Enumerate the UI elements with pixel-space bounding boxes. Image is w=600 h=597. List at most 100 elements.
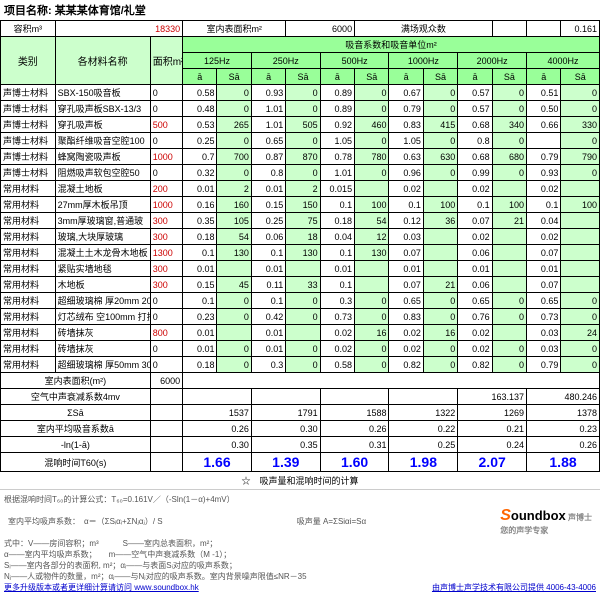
cell-val: 54 (355, 213, 389, 229)
cell-val: 0.04 (527, 213, 561, 229)
cell-mat: 灯芯绒布 空100mm 打折 (55, 309, 150, 325)
cell-val: 0.18 (183, 357, 217, 373)
cell-val: 160 (217, 197, 251, 213)
cell-cat: 声博士材料 (1, 117, 56, 133)
material-row: 常用材料3mm厚玻璃窗,普通玻3000.351050.25750.18540.1… (1, 213, 600, 229)
cell-val: 0.66 (527, 117, 561, 133)
cell-val: 780 (355, 149, 389, 165)
cell-val (355, 181, 389, 197)
cell-val: 0.07 (527, 277, 561, 293)
hdr-a: ā (527, 69, 561, 85)
cell-mat: 混凝土地板 (55, 181, 150, 197)
sum-area-label: 室内表面积(m²) (1, 373, 151, 389)
cell-val: 0 (561, 85, 600, 101)
cell-area: 0 (150, 101, 182, 117)
cell-cat: 常用材料 (1, 309, 56, 325)
cell-val: 700 (217, 149, 251, 165)
cell-cat: 常用材料 (1, 213, 56, 229)
footer-link2[interactable]: 由声博士声学技术有限公司提供 4006-43-4006 (432, 582, 596, 593)
cell-val: 0.8 (251, 165, 285, 181)
cell-val: 0 (286, 309, 320, 325)
cell-val: 0.01 (183, 261, 217, 277)
hdr-freq: 2000Hz (458, 53, 527, 69)
cell-val: 0.78 (320, 149, 354, 165)
cell-val: 21 (423, 277, 457, 293)
sum-cell: 0.23 (527, 421, 600, 437)
hdr-sa: Sā (423, 69, 457, 85)
cell-val: 0.93 (251, 85, 285, 101)
cell-val: 2 (217, 181, 251, 197)
cell-val: 0.03 (389, 229, 423, 245)
cell-val (423, 181, 457, 197)
cell-val: 0 (286, 293, 320, 309)
cell-area: 300 (150, 213, 182, 229)
cell-val: 0.01 (183, 325, 217, 341)
cell-val: 0.1 (320, 277, 354, 293)
cell-val: 0 (355, 357, 389, 373)
sum-cell (251, 389, 320, 405)
hdr-sa: Sā (355, 69, 389, 85)
cell-mat: 木地板 (55, 277, 150, 293)
cell-area: 0 (150, 341, 182, 357)
cell-val: 0.01 (320, 261, 354, 277)
cell-val (492, 229, 526, 245)
cell-val: 0.67 (389, 85, 423, 101)
cell-val: 0.01 (183, 181, 217, 197)
cell-val: 0.06 (251, 229, 285, 245)
sum-cell: 0.26 (527, 437, 600, 453)
material-row: 常用材料混凝土地板2000.0120.0120.0150.020.020.02 (1, 181, 600, 197)
const-value: 0.161 (561, 21, 600, 37)
cell-val: 0.04 (320, 229, 354, 245)
sum-cell: 0.22 (389, 421, 458, 437)
cell-val: 0 (423, 293, 457, 309)
cell-val: 1.05 (320, 133, 354, 149)
cell-val: 0 (355, 293, 389, 309)
cell-val: 0 (492, 101, 526, 117)
cell-val: 0 (561, 357, 600, 373)
hdr-a: ā (320, 69, 354, 85)
cell-val: 54 (217, 229, 251, 245)
cell-area: 300 (150, 261, 182, 277)
cell-val: 24 (561, 325, 600, 341)
cell-val: 0.02 (458, 341, 492, 357)
cell-val: 0.02 (458, 229, 492, 245)
sum-cell: 1537 (183, 405, 252, 421)
cell-area: 1000 (150, 149, 182, 165)
cell-val: 0.68 (458, 117, 492, 133)
cell-val (355, 261, 389, 277)
cell-val: 0.07 (389, 277, 423, 293)
cell-val: 0.3 (320, 293, 354, 309)
cell-val: 0.35 (183, 213, 217, 229)
cell-val: 0 (286, 357, 320, 373)
f6: Nⱼ——人或物件的数量，m²；αⱼ——与Nⱼ对应的吸声系数。室内背景噪声限值≤N… (4, 571, 596, 582)
cell-val: 0 (492, 165, 526, 181)
material-row: 常用材料紧贴实墙地毯3000.010.010.010.010.010.01 (1, 261, 600, 277)
cell-val: 0.63 (389, 149, 423, 165)
cell-val: 0.79 (527, 357, 561, 373)
hdr-sa: Sā (286, 69, 320, 85)
cell-area: 300 (150, 277, 182, 293)
cell-val: 0.01 (389, 261, 423, 277)
cell-val: 0.73 (527, 309, 561, 325)
cell-val: 1.01 (320, 165, 354, 181)
cell-val: 460 (355, 117, 389, 133)
cell-area: 0 (150, 133, 182, 149)
cell-val: 0.1 (527, 197, 561, 213)
cell-val: 0.76 (458, 309, 492, 325)
footer-link1[interactable]: 更多升级版本或者更详细计算请访问 www.soundbox.hk (4, 582, 199, 593)
cell-mat: 穿孔吸声板SBX-13/3 (55, 101, 150, 117)
sum-cell: 0.26 (320, 421, 389, 437)
cell-val: 0 (355, 309, 389, 325)
f1: 根据混响时间T₆₀的计算公式：T₆₀=0.161V／（-Sln(1－α)+4mV… (4, 494, 596, 505)
cell-mat: 蜂窝陶瓷吸声板 (55, 149, 150, 165)
cell-val: 0.83 (389, 117, 423, 133)
area-label: 室内表面积m² (183, 21, 286, 37)
sum-cell: 0.26 (183, 421, 252, 437)
cell-val: 0 (492, 85, 526, 101)
soundbox-logo: Soundbox 声博士您的声学专家 (500, 507, 592, 536)
cell-val: 0 (286, 101, 320, 117)
cell-val: 0.15 (251, 197, 285, 213)
cell-val: 0 (492, 133, 526, 149)
cell-val: 415 (423, 117, 457, 133)
material-row: 声博士材料穿孔吸声板SBX-13/300.4801.0100.8900.7900… (1, 101, 600, 117)
